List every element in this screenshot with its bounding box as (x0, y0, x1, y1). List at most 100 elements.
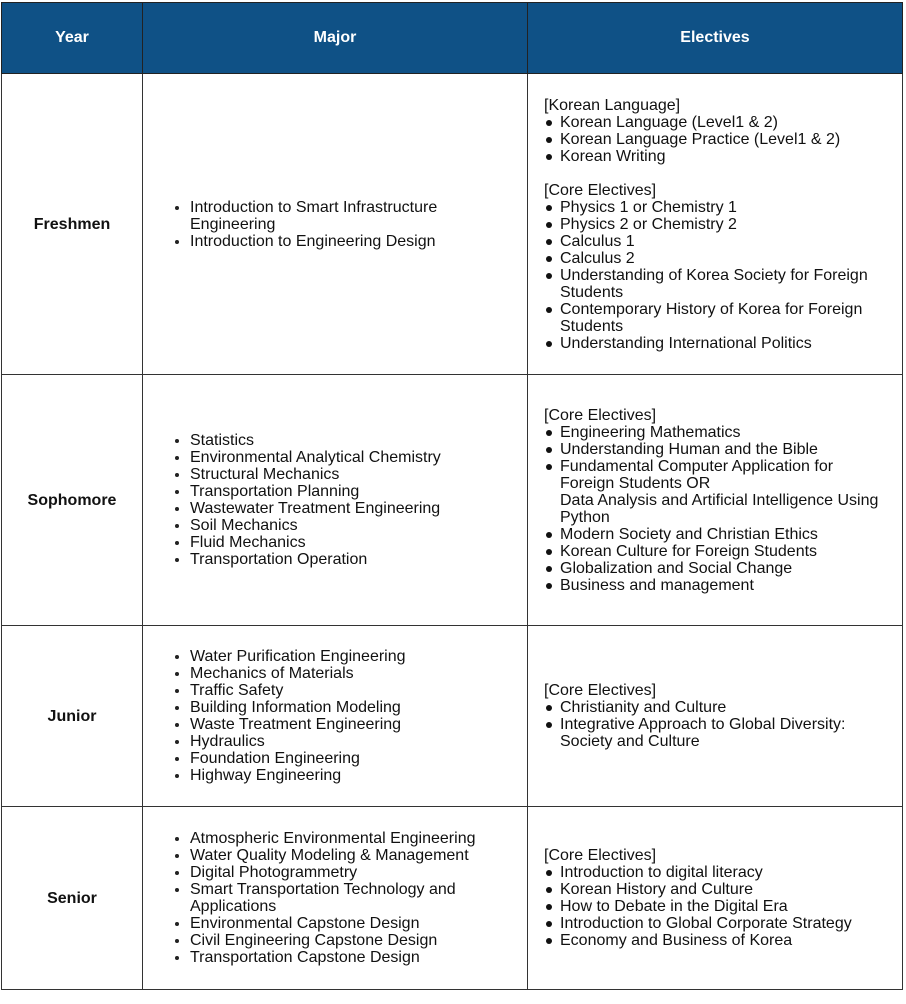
elective-course: Christianity and Culture (544, 699, 882, 716)
major-course: Structural Mechanics (175, 466, 507, 483)
elective-course: Globalization and Social Change (544, 560, 882, 577)
elective-course-text: Contemporary History of Korea for Foreig… (560, 300, 863, 335)
curriculum-table: Year Major Electives Freshmen Introductio… (1, 2, 903, 990)
elective-course-text: Christianity and Culture (560, 699, 727, 716)
major-course: Transportation Operation (175, 551, 507, 568)
major-course: Building Information Modeling (175, 699, 507, 716)
major-list: Statistics Environmental Analytical Chemi… (143, 432, 527, 568)
elective-course-text: Globalization and Social Change (560, 559, 793, 577)
elective-course: Engineering Mathematics (544, 424, 882, 441)
electives-cell: [Core Electives] Engineering Mathematics U… (527, 374, 903, 626)
elective-course: Physics 1 or Chemistry 1 (544, 199, 882, 216)
major-cell: Statistics Environmental Analytical Chemi… (142, 374, 528, 626)
major-course: Transportation Capstone Design (175, 949, 507, 966)
elective-course: Fundamental Computer Application for For… (544, 458, 882, 526)
year-cell: Senior (1, 806, 143, 990)
elective-course-text: How to Debate in the Digital Era (560, 898, 788, 915)
elective-list: Introduction to digital literacy Korean H… (544, 864, 882, 949)
major-course: Smart Transportation Technology and Appl… (175, 881, 507, 915)
elective-list: Engineering Mathematics Understanding Hum… (544, 424, 882, 594)
major-course: Atmospheric Environmental Engineering (175, 830, 507, 847)
major-course: Traffic Safety (175, 682, 507, 699)
elective-group-heading: [Core Electives] (544, 406, 657, 424)
major-course: Statistics (175, 432, 507, 449)
elective-course-text: Modern Society and Christian Ethics (560, 525, 818, 543)
elective-course-text: Physics 2 or Chemistry 2 (560, 215, 737, 233)
elective-group: [Core Electives] Introduction to digital … (544, 847, 882, 949)
elective-group-heading: [Core Electives] (544, 847, 657, 864)
elective-course-text: Korean Language (Level1 & 2) (560, 113, 778, 131)
elective-course-text: Physics 1 or Chemistry 1 (560, 198, 737, 216)
elective-course-text: Understanding Human and the Bible (560, 440, 818, 458)
elective-course-text: Korean History and Culture (560, 881, 753, 898)
elective-course: Integrative Approach to Global Diversity… (544, 716, 882, 750)
year-cell: Junior (1, 625, 143, 807)
elective-course: Introduction to digital literacy (544, 864, 882, 881)
major-list: Atmospheric Environmental Engineering Wat… (143, 830, 527, 966)
major-course: Digital Photogrammetry (175, 864, 507, 881)
header-year: Year (1, 2, 143, 74)
elective-course: Economy and Business of Korea (544, 932, 882, 949)
major-course: Foundation Engineering (175, 750, 507, 767)
header-major: Major (142, 2, 528, 74)
elective-course: Korean History and Culture (544, 881, 882, 898)
major-course: Soil Mechanics (175, 517, 507, 534)
elective-course: Business and management (544, 577, 882, 594)
major-cell: Atmospheric Environmental Engineering Wat… (142, 806, 528, 990)
major-course: Wastewater Treatment Engineering (175, 500, 507, 517)
elective-group-heading: [Core Electives] (544, 682, 657, 699)
elective-course-text: Korean Language Practice (Level1 & 2) (560, 130, 841, 148)
header-row: Year Major Electives (1, 2, 903, 74)
major-list: Water Purification Engineering Mechanics … (143, 648, 527, 784)
major-course: Civil Engineering Capstone Design (175, 932, 507, 949)
elective-course-text: Understanding International Politics (560, 334, 812, 352)
electives-cell: [Core Electives] Introduction to digital … (527, 806, 903, 990)
elective-course-text: Economy and Business of Korea (560, 932, 793, 949)
major-course: Transportation Planning (175, 483, 507, 500)
table-row: Senior Atmospheric Environmental Engineer… (1, 806, 903, 990)
elective-course-text: Understanding of Korea Society for Forei… (560, 266, 868, 301)
major-course: Mechanics of Materials (175, 665, 507, 682)
table-row: Sophomore Statistics Environmental Analyti… (1, 374, 903, 626)
elective-course: How to Debate in the Digital Era (544, 898, 882, 915)
elective-course-text: Engineering Mathematics (560, 423, 741, 441)
elective-course: Introduction to Global Corporate Strateg… (544, 915, 882, 932)
elective-course-text: Korean Writing (560, 147, 666, 165)
elective-course-text: Integrative Approach to Global Diversity… (560, 716, 846, 750)
elective-group: [Korean Language] Korean Language (Level1… (544, 97, 882, 165)
elective-course-text: Korean Culture for Foreign Students (560, 542, 818, 560)
elective-course: Physics 2 or Chemistry 2 (544, 216, 882, 233)
major-course: Fluid Mechanics (175, 534, 507, 551)
major-course: Environmental Analytical Chemistry (175, 449, 507, 466)
table-row: Freshmen Introduction to Smart Infrastruc… (1, 73, 903, 375)
major-course: Environmental Capstone Design (175, 915, 507, 932)
elective-course: Understanding of Korea Society for Forei… (544, 267, 882, 301)
elective-course: Contemporary History of Korea for Foreig… (544, 301, 882, 335)
year-cell: Sophomore (1, 374, 143, 626)
elective-list: Korean Language (Level1 & 2) Korean Langu… (544, 114, 882, 165)
elective-list: Christianity and Culture Integrative Appr… (544, 699, 882, 750)
major-course: Introduction to Engineering Design (175, 233, 507, 250)
elective-group: [Core Electives] Engineering Mathematics U… (544, 407, 882, 594)
major-course: Waste Treatment Engineering (175, 716, 507, 733)
elective-course: Korean Language (Level1 & 2) (544, 114, 882, 131)
elective-course-text: Fundamental Computer Application for For… (560, 457, 834, 492)
table-row: Junior Water Purification Engineering Mech… (1, 625, 903, 807)
elective-group-heading: [Core Electives] (544, 181, 657, 199)
major-course: Water Purification Engineering (175, 648, 507, 665)
header-electives: Electives (527, 2, 903, 74)
major-course: Introduction to Smart Infrastructure Eng… (175, 199, 507, 233)
elective-course-text: Introduction to Global Corporate Strateg… (560, 915, 852, 932)
major-cell: Water Purification Engineering Mechanics … (142, 625, 528, 807)
elective-group-heading: [Korean Language] (544, 96, 681, 114)
major-list: Introduction to Smart Infrastructure Eng… (143, 199, 527, 250)
elective-course: Korean Culture for Foreign Students (544, 543, 882, 560)
major-course: Highway Engineering (175, 767, 507, 784)
electives-cell: [Korean Language] Korean Language (Level1… (527, 73, 903, 375)
elective-group: [Core Electives] Physics 1 or Chemistry 1… (544, 182, 882, 352)
elective-course-text: Calculus 2 (560, 249, 635, 267)
elective-course-text: Business and management (560, 576, 754, 594)
major-cell: Introduction to Smart Infrastructure Eng… (142, 73, 528, 375)
elective-group: [Core Electives] Christianity and Culture… (544, 682, 882, 750)
elective-course-text: Calculus 1 (560, 232, 635, 250)
